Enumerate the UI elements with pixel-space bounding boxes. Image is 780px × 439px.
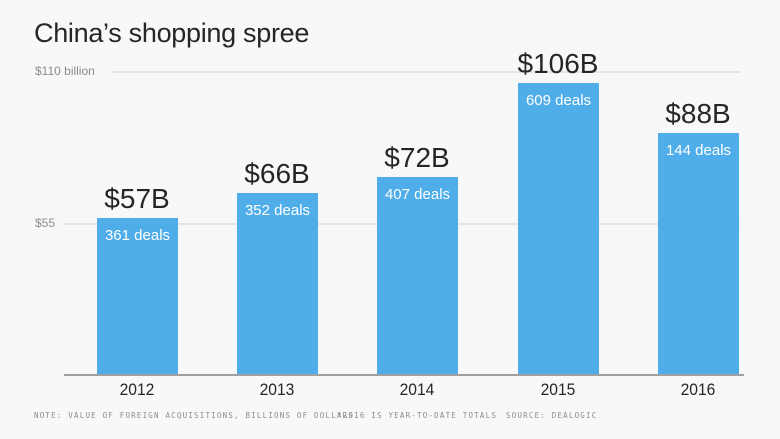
bar-2012 [97, 217, 178, 375]
value-label: $72B [384, 141, 450, 173]
x-tick-label: 2015 [540, 380, 576, 399]
value-label: $106B [517, 48, 599, 80]
value-label: $57B [104, 182, 170, 214]
gridline-110 [111, 71, 740, 73]
x-tick-label: 2012 [119, 380, 155, 399]
bar-2013 [237, 193, 318, 375]
footer-note: Note: Value of foreign acquisitions, bil… [34, 411, 360, 420]
x-axis-line [64, 374, 744, 376]
deal-count-label: 407 deals [384, 185, 451, 203]
x-tick-label: 2016 [680, 380, 716, 399]
value-label: $66B [244, 158, 310, 190]
footer-source: Source: Dealogic [506, 411, 598, 420]
bar-2014 [377, 176, 458, 375]
y-tick-label: $55 [35, 215, 56, 230]
x-tick-label: 2014 [399, 380, 435, 399]
deal-count-label: 352 deals [244, 202, 311, 220]
footer-ytd-note: *2016 is year-to-date totals [337, 411, 498, 420]
chart-title: China’s shopping spree [34, 18, 310, 48]
bar-2016 [658, 132, 739, 375]
bar-2015 [518, 83, 599, 375]
deal-count-label: 609 deals [525, 92, 592, 110]
deal-count-label: 144 deals [665, 141, 732, 159]
y-tick-label: $110 billion [35, 64, 95, 78]
deal-count-label: 361 deals [104, 226, 171, 244]
x-tick-label: 2013 [259, 380, 295, 399]
value-label: $88B [665, 97, 731, 129]
